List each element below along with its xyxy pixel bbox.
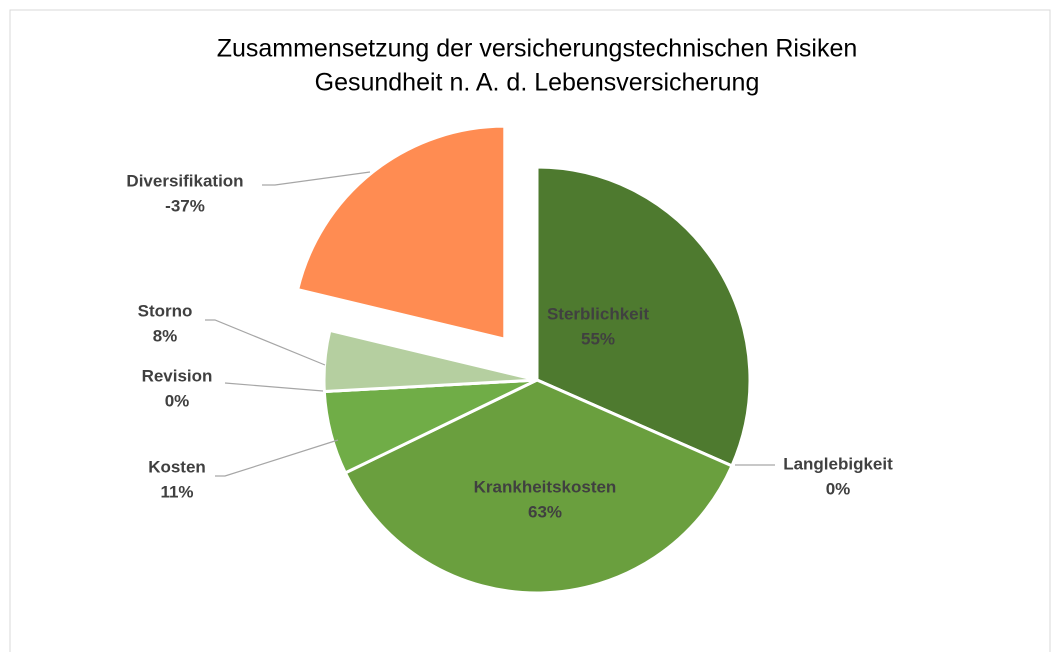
- data-label-value: 8%: [153, 326, 178, 345]
- data-label-value: -37%: [165, 196, 205, 215]
- chart-title: Gesundheit n. A. d. Lebensversicherung: [315, 69, 760, 97]
- pie-slice: [322, 328, 539, 394]
- pie-slice: [535, 165, 752, 468]
- data-label-name: Diversifikation: [126, 171, 243, 190]
- data-label-name: Krankheitskosten: [474, 477, 617, 496]
- leader-line: [224, 382, 324, 392]
- pie-slice: [343, 378, 734, 595]
- data-label-value: 55%: [581, 329, 615, 348]
- data-label-value: 0%: [826, 479, 851, 498]
- data-label-name: Storno: [138, 301, 193, 320]
- data-label-value: 0%: [165, 391, 190, 410]
- pie-slice: [296, 124, 507, 341]
- data-label-name: Sterblichkeit: [547, 304, 649, 323]
- data-label-name: Kosten: [148, 457, 206, 476]
- data-label-name: Revision: [142, 366, 213, 385]
- data-label-value: 11%: [160, 482, 193, 501]
- leader-line: [215, 439, 339, 477]
- data-label-value: 63%: [528, 502, 562, 521]
- leader-line: [262, 171, 371, 186]
- leader-line: [205, 319, 326, 366]
- chart-title: Zusammensetzung der versicherungstechnis…: [217, 35, 858, 63]
- data-label-name: Langlebigkeit: [783, 454, 893, 473]
